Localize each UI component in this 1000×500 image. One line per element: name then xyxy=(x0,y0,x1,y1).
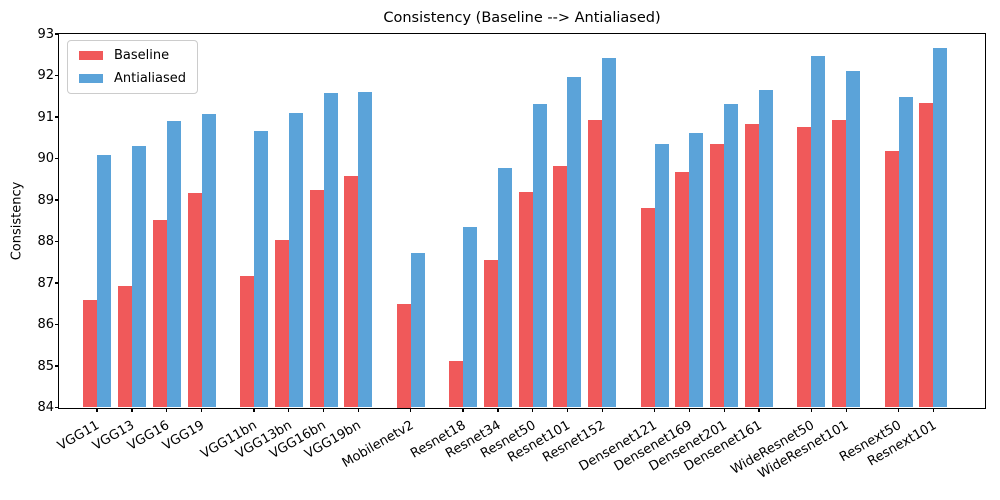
x-tick-mark xyxy=(653,407,656,412)
bar-antialiased-Densenet121 xyxy=(654,143,669,408)
bar-baseline-Resnet101 xyxy=(553,166,568,408)
bar-baseline-VGG13 xyxy=(117,286,132,408)
bar-baseline-VGG16 xyxy=(152,219,167,408)
bar-antialiased-Resnet101 xyxy=(567,76,582,408)
bar-baseline-VGG11 xyxy=(83,300,97,408)
x-tick-mark xyxy=(200,407,203,412)
bar-antialiased-VGG13bn xyxy=(288,113,303,408)
y-tick-label: 92 xyxy=(37,68,54,83)
y-tick-label: 91 xyxy=(37,109,54,125)
y-tick-label: 84 xyxy=(37,400,54,415)
bar-baseline-VGG19 xyxy=(187,192,202,408)
y-tick-label: 86 xyxy=(37,317,54,332)
bar-antialiased-VGG19 xyxy=(201,113,216,408)
x-tick-mark xyxy=(601,407,604,412)
bar-antialiased-Mobilenetv2 xyxy=(410,252,425,408)
x-tick-mark xyxy=(462,407,464,412)
bar-antialiased-Resnext50 xyxy=(898,97,913,408)
legend-swatch-antialiased-icon xyxy=(79,74,103,83)
bar-baseline-Resnet34 xyxy=(483,259,498,408)
y-tick-mark xyxy=(54,240,59,243)
legend: Baseline Antialiased xyxy=(67,40,199,94)
bar-antialiased-VGG11 xyxy=(97,154,111,408)
bar-baseline-Densenet169 xyxy=(675,171,690,408)
x-tick-mark xyxy=(566,407,569,412)
x-tick-mark xyxy=(810,407,813,412)
bar-baseline-Resnet18 xyxy=(448,361,463,408)
y-tick-mark xyxy=(54,157,59,160)
bar-baseline-Resnext50 xyxy=(884,151,899,408)
legend-entry-antialiased: Antialiased xyxy=(79,71,186,86)
x-tick-mark xyxy=(758,407,760,412)
bar-baseline-VGG16bn xyxy=(309,190,324,408)
y-tick-mark xyxy=(54,406,59,409)
bar-antialiased-Resnet152 xyxy=(602,58,617,408)
bar-antialiased-WideResnet50 xyxy=(811,56,826,408)
y-tick-mark xyxy=(54,323,59,326)
bar-antialiased-VGG16 xyxy=(166,120,181,408)
bar-baseline-Densenet201 xyxy=(710,143,725,408)
bar-antialiased-VGG19bn xyxy=(358,92,373,408)
bar-baseline-WideResnet101 xyxy=(832,119,847,408)
bar-baseline-Resnet152 xyxy=(588,120,603,408)
bar-baseline-WideResnet50 xyxy=(797,126,812,408)
y-tick-mark xyxy=(54,199,59,201)
legend-label-baseline: Baseline xyxy=(114,48,170,63)
y-tick-label: 85 xyxy=(37,358,54,374)
bar-antialiased-Resnet34 xyxy=(497,168,512,408)
y-tick-mark xyxy=(54,33,59,35)
bar-antialiased-VGG13 xyxy=(131,145,146,408)
x-tick-mark xyxy=(96,407,98,412)
x-tick-mark xyxy=(497,407,499,412)
y-tick-mark xyxy=(54,282,59,284)
x-tick-mark xyxy=(357,407,360,412)
chart-title: Consistency (Baseline --> Antialiased) xyxy=(383,10,661,26)
bar-antialiased-Densenet201 xyxy=(724,103,739,408)
bar-antialiased-Densenet161 xyxy=(759,89,774,408)
y-tick-mark xyxy=(54,74,59,77)
y-tick-label: 88 xyxy=(37,234,54,249)
bar-baseline-Resnet50 xyxy=(518,191,533,408)
x-tick-mark xyxy=(165,407,168,412)
bar-baseline-Densenet161 xyxy=(745,124,760,408)
bar-antialiased-Resnet50 xyxy=(532,103,547,408)
x-tick-mark xyxy=(531,407,534,412)
x-tick-mark xyxy=(723,407,726,412)
bar-antialiased-Resnet18 xyxy=(462,226,477,408)
x-tick-mark xyxy=(932,407,935,412)
bar-baseline-VGG11bn xyxy=(239,276,254,408)
x-tick-mark xyxy=(131,407,133,412)
x-tick-mark xyxy=(409,407,412,412)
bar-baseline-VGG19bn xyxy=(344,175,359,408)
bar-antialiased-WideResnet101 xyxy=(846,71,861,408)
bar-antialiased-VGG16bn xyxy=(323,92,338,408)
x-tick-mark xyxy=(688,407,691,412)
bar-baseline-VGG13bn xyxy=(274,240,289,408)
legend-label-antialiased: Antialiased xyxy=(114,71,187,86)
x-tick-mark xyxy=(253,407,255,412)
x-tick-mark xyxy=(287,407,290,412)
y-tick-label: 93 xyxy=(37,26,54,42)
y-tick-mark xyxy=(54,365,59,367)
x-tick-mark xyxy=(322,407,325,412)
y-tick-mark xyxy=(54,116,59,118)
bar-baseline-Mobilenetv2 xyxy=(396,303,411,408)
bar-antialiased-Resnext101 xyxy=(933,47,948,408)
legend-swatch-baseline-icon xyxy=(79,51,103,60)
y-tick-label: 89 xyxy=(37,192,54,208)
x-tick-mark xyxy=(897,407,900,412)
legend-entry-baseline: Baseline xyxy=(79,48,186,63)
bar-antialiased-Densenet169 xyxy=(689,133,704,408)
y-tick-label: 90 xyxy=(37,151,54,166)
bar-baseline-Resnext101 xyxy=(919,103,934,408)
x-tick-mark xyxy=(845,407,848,412)
bar-antialiased-VGG11bn xyxy=(253,130,268,408)
y-tick-label: 87 xyxy=(37,275,54,291)
bar-baseline-Densenet121 xyxy=(640,207,655,408)
